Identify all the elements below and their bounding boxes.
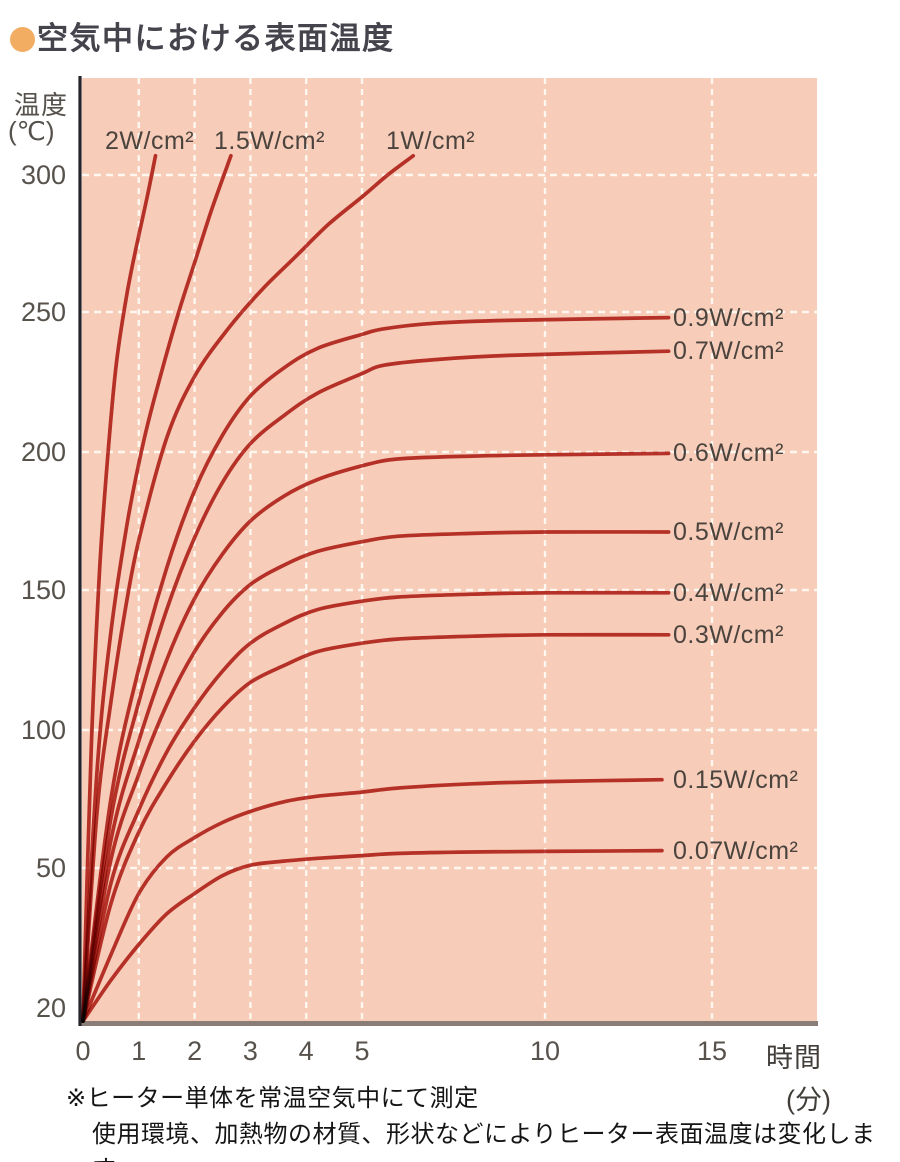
series-curve	[81, 315, 671, 1023]
page-header: 空気中における表面温度	[10, 22, 395, 56]
series-curve	[81, 590, 671, 1023]
x-tick-label: 1	[131, 1036, 147, 1066]
y-tick-label: 50	[35, 853, 66, 883]
y-tick-label: 20	[35, 993, 66, 1023]
y-axis-unit: (℃)	[8, 116, 55, 146]
y-tick-label: 200	[20, 437, 66, 467]
series-curve	[81, 349, 671, 1023]
y-tick-label: 100	[20, 715, 66, 745]
series-label: 0.07W/cm²	[673, 836, 799, 865]
y-tick-label: 250	[20, 297, 66, 327]
series-label: 0.4W/cm²	[673, 578, 784, 607]
x-tick-label: 0	[75, 1036, 91, 1066]
x-axis-unit: (分)	[786, 1085, 831, 1115]
series-label: 2W/cm²	[105, 127, 195, 155]
series-curve	[81, 632, 671, 1023]
series-curve	[81, 153, 416, 1023]
series-curve	[81, 451, 671, 1023]
series-label: 0.15W/cm²	[673, 765, 799, 794]
x-tick-label: 10	[529, 1036, 561, 1066]
series-label: 1.5W/cm²	[214, 127, 325, 155]
x-tick-label: 2	[187, 1036, 203, 1066]
series-label: 0.6W/cm²	[673, 439, 784, 468]
x-tick-label: 5	[354, 1036, 370, 1066]
series-label: 0.9W/cm²	[673, 303, 784, 332]
y-tick-label: 150	[20, 575, 66, 605]
x-tick-label: 3	[242, 1036, 258, 1066]
series-curve	[81, 530, 671, 1023]
footnote-line-2: 使用環境、加熱物の材質、形状などによりヒーター表面温度は変化します。	[92, 1121, 876, 1162]
series-label: 0.5W/cm²	[673, 518, 784, 547]
series-curve	[81, 777, 664, 1023]
series-curve	[81, 848, 664, 1023]
series-curve	[81, 153, 158, 1023]
series-label: 0.7W/cm²	[673, 337, 784, 366]
y-axis-title: 温度	[14, 90, 69, 120]
footnote-line-1: ※ヒーター単体を常温空気中にて測定	[66, 1085, 479, 1112]
page-title: 空気中における表面温度	[37, 21, 395, 56]
x-tick-label: 15	[696, 1036, 728, 1066]
y-tick-label: 300	[20, 160, 66, 190]
series-label: 0.3W/cm²	[673, 620, 784, 649]
x-tick-label: 4	[298, 1036, 314, 1066]
series-curve	[81, 153, 233, 1023]
x-axis-title: 時間	[766, 1043, 822, 1073]
bullet-icon	[10, 26, 35, 52]
series-label: 1W/cm²	[386, 127, 476, 155]
